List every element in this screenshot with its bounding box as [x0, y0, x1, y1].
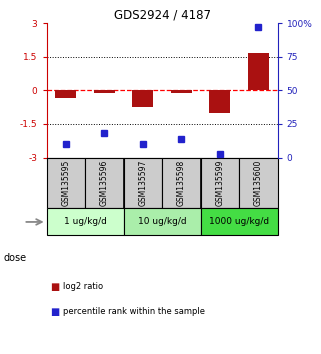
Bar	[171, 90, 192, 93]
Text: GSM135599: GSM135599	[215, 160, 224, 206]
Bar	[201, 158, 239, 209]
Text: log2 ratio: log2 ratio	[63, 282, 103, 291]
Text: GSM135600: GSM135600	[254, 160, 263, 206]
Text: ■: ■	[50, 307, 59, 316]
Text: percentile rank within the sample: percentile rank within the sample	[63, 307, 204, 316]
Text: GSM135595: GSM135595	[61, 160, 70, 206]
Bar	[239, 158, 278, 209]
Bar	[201, 209, 278, 235]
Text: GSM135596: GSM135596	[100, 160, 109, 206]
Bar	[55, 90, 76, 98]
Bar	[124, 209, 201, 235]
Bar	[85, 158, 124, 209]
Text: dose: dose	[3, 253, 26, 263]
Bar	[47, 209, 124, 235]
Bar	[248, 53, 269, 90]
Text: GSM135597: GSM135597	[138, 160, 147, 206]
Bar	[124, 158, 162, 209]
Text: ■: ■	[50, 282, 59, 292]
Bar	[209, 90, 230, 113]
Bar	[162, 158, 201, 209]
Text: 1000 ug/kg/d: 1000 ug/kg/d	[209, 217, 269, 227]
Text: 10 ug/kg/d: 10 ug/kg/d	[138, 217, 187, 227]
Bar	[47, 158, 85, 209]
Bar	[132, 90, 153, 107]
Text: 1 ug/kg/d: 1 ug/kg/d	[64, 217, 107, 227]
Title: GDS2924 / 4187: GDS2924 / 4187	[114, 9, 211, 22]
Bar	[94, 90, 115, 93]
Text: GSM135598: GSM135598	[177, 160, 186, 206]
